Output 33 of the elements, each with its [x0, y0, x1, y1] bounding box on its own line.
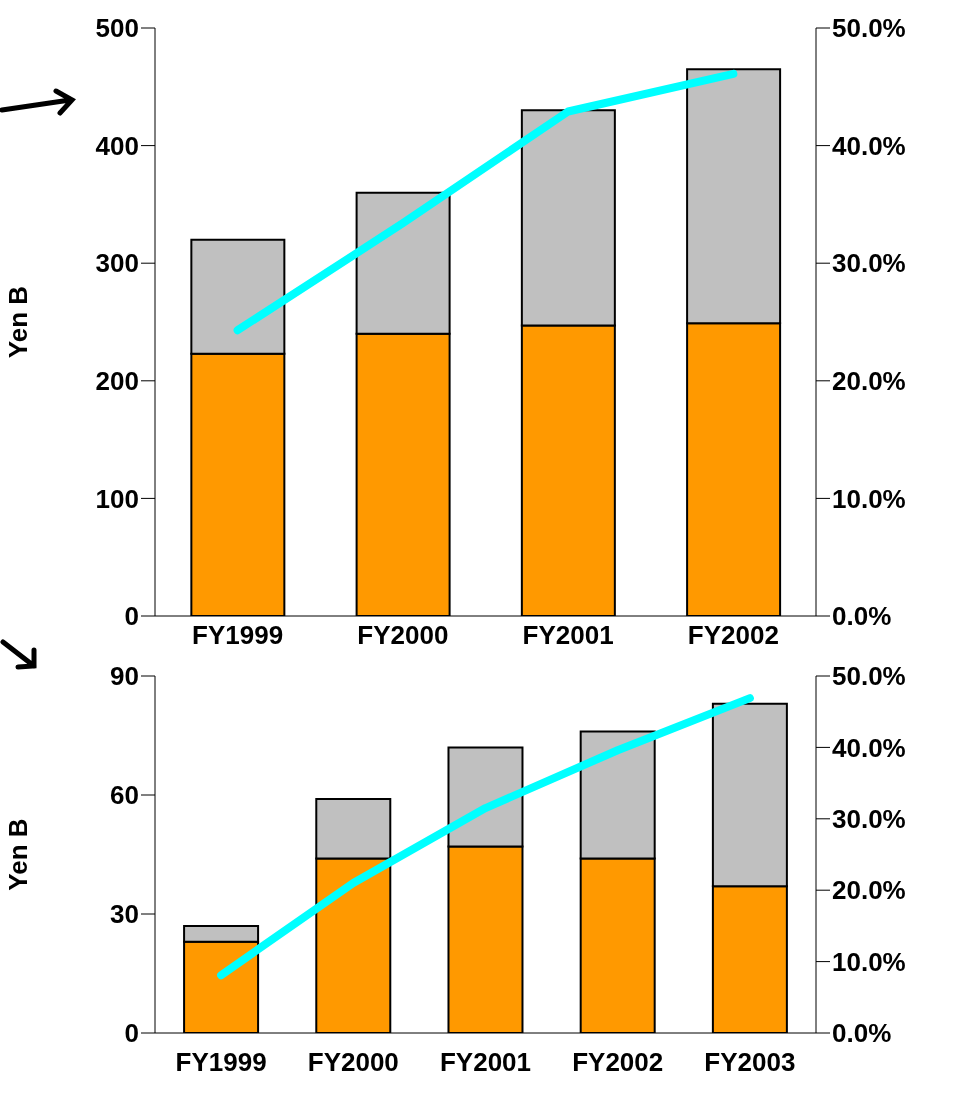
y-tick-label: 90 [110, 661, 139, 692]
x-tick-label: FY2001 [439, 1047, 532, 1078]
y-tick-label: 300 [95, 248, 139, 279]
y2-tick-label: 10.0% [832, 946, 906, 977]
y2-tick-label: 20.0% [832, 366, 906, 397]
y-tick-label: 400 [95, 130, 139, 161]
x-tick-label: FY2000 [357, 620, 449, 651]
y2-tick-label: 0.0% [832, 601, 892, 632]
y-tick-label: 200 [95, 366, 139, 397]
x-tick-label: FY2002 [572, 1047, 664, 1078]
x-tick-label: FY1999 [192, 620, 284, 651]
y2-tick-label: 50.0% [832, 13, 906, 44]
y2-tick-label: 30.0% [832, 804, 906, 835]
y-axis-title: Yen B [3, 818, 34, 891]
y2-tick-label: 40.0% [832, 130, 906, 161]
x-tick-label: FY2002 [687, 620, 779, 651]
y2-tick-label: 40.0% [832, 732, 906, 763]
y-tick-label: 0 [124, 601, 139, 632]
y2-tick-label: 20.0% [832, 875, 906, 906]
x-tick-label: FY2001 [522, 620, 614, 651]
y-tick-label: 100 [95, 483, 139, 514]
y-tick-label: 60 [110, 780, 139, 811]
y-tick-label: 500 [95, 13, 139, 44]
y2-tick-label: 30.0% [832, 248, 906, 279]
x-tick-label: FY2003 [704, 1047, 796, 1078]
y-axis-title: Yen B [3, 285, 34, 359]
y2-tick-label: 10.0% [832, 483, 906, 514]
x-tick-label: FY2000 [307, 1047, 399, 1078]
y2-tick-label: 0.0% [832, 1018, 892, 1049]
y2-tick-label: 50.0% [832, 661, 906, 692]
x-tick-label: FY1999 [175, 1047, 267, 1078]
y-tick-label: 30 [110, 899, 139, 930]
y-tick-label: 0 [124, 1018, 139, 1049]
